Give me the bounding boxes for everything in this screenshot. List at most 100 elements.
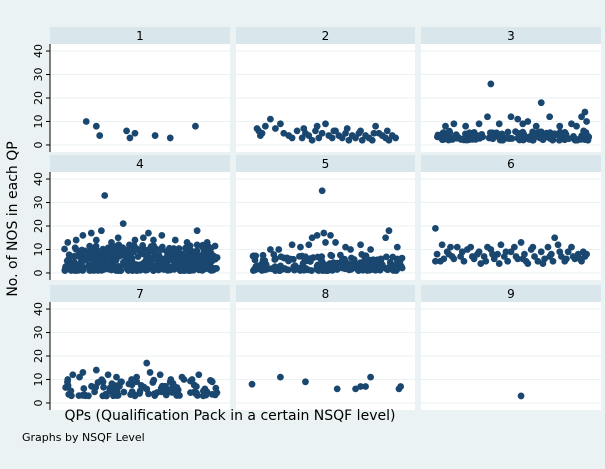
- data-point: [573, 122, 580, 130]
- data-point: [355, 267, 362, 274]
- data-point: [357, 241, 364, 249]
- panel-strip: [421, 27, 601, 44]
- data-point: [313, 122, 321, 130]
- data-point: [139, 242, 147, 249]
- panel-6: 6: [421, 155, 601, 280]
- data-point: [445, 250, 453, 258]
- panel-strip: [50, 155, 230, 172]
- panel-title: 1: [136, 29, 144, 43]
- data-point: [92, 236, 100, 244]
- data-point: [64, 376, 72, 383]
- data-point: [75, 392, 83, 400]
- data-point: [536, 132, 543, 140]
- data-point: [544, 243, 552, 251]
- data-point: [327, 264, 335, 272]
- data-point: [156, 371, 164, 379]
- data-point: [368, 136, 376, 144]
- data-point: [178, 373, 186, 381]
- data-point: [502, 248, 510, 256]
- data-point: [266, 115, 274, 123]
- data-point: [498, 130, 506, 138]
- data-point: [327, 231, 334, 239]
- data-point: [337, 251, 344, 259]
- panel-title: 4: [136, 157, 144, 171]
- data-point: [347, 246, 354, 253]
- data-point: [453, 243, 461, 251]
- data-point: [101, 192, 109, 199]
- data-point: [72, 261, 80, 268]
- data-point: [248, 380, 256, 388]
- data-point: [128, 258, 136, 266]
- data-point: [438, 241, 446, 249]
- data-point: [432, 224, 439, 232]
- data-point: [100, 383, 107, 391]
- data-point: [442, 122, 449, 130]
- data-point: [517, 392, 525, 400]
- data-point: [157, 263, 165, 270]
- data-point: [305, 241, 313, 249]
- data-point: [333, 385, 341, 393]
- data-point: [283, 266, 291, 274]
- y-tick-label: 0: [32, 141, 45, 148]
- data-point: [385, 227, 393, 235]
- data-point: [543, 129, 551, 137]
- data-point: [476, 134, 484, 142]
- data-point: [556, 122, 564, 130]
- data-point: [293, 127, 301, 135]
- data-point: [259, 251, 267, 259]
- data-point: [152, 245, 160, 253]
- data-point: [367, 373, 374, 381]
- data-point: [133, 267, 141, 274]
- data-point: [91, 388, 98, 396]
- data-point: [208, 378, 216, 386]
- data-point: [68, 392, 75, 400]
- data-point: [332, 239, 339, 246]
- data-point: [305, 132, 313, 139]
- data-point: [145, 390, 152, 398]
- data-point: [272, 125, 279, 132]
- data-point: [383, 127, 391, 135]
- data-point: [272, 255, 279, 263]
- data-point: [561, 130, 569, 138]
- data-point: [199, 392, 207, 400]
- panel-title: 5: [322, 157, 330, 171]
- data-point: [563, 255, 570, 263]
- data-point: [169, 387, 177, 394]
- data-point: [495, 120, 503, 128]
- data-point: [382, 253, 390, 261]
- data-point: [440, 255, 448, 263]
- y-tick-label: 40: [32, 172, 45, 186]
- data-point: [150, 236, 157, 244]
- data-point: [555, 136, 563, 144]
- data-point: [357, 127, 364, 135]
- y-tick-label: 30: [32, 326, 45, 340]
- data-point: [531, 253, 538, 260]
- data-point: [119, 258, 127, 266]
- data-point: [79, 231, 87, 239]
- data-point: [345, 136, 353, 144]
- data-point: [176, 392, 183, 399]
- data-point: [115, 266, 123, 274]
- data-point: [462, 122, 470, 130]
- data-point: [362, 252, 370, 260]
- data-point: [300, 266, 308, 274]
- data-point: [81, 256, 88, 264]
- data-point: [80, 385, 88, 392]
- data-point: [460, 257, 468, 265]
- data-point: [171, 236, 179, 244]
- data-point: [322, 239, 329, 246]
- data-point: [150, 390, 158, 398]
- data-point: [193, 227, 201, 235]
- data-point: [519, 120, 527, 128]
- data-point: [82, 118, 90, 125]
- y-tick-label: 20: [32, 349, 45, 363]
- panel-title: 2: [322, 29, 330, 43]
- data-point: [158, 231, 166, 239]
- data-point: [392, 134, 400, 142]
- y-tick-label: 0: [32, 399, 45, 406]
- data-point: [507, 113, 515, 121]
- data-point: [145, 263, 153, 270]
- data-point: [512, 253, 520, 260]
- data-point: [447, 243, 454, 251]
